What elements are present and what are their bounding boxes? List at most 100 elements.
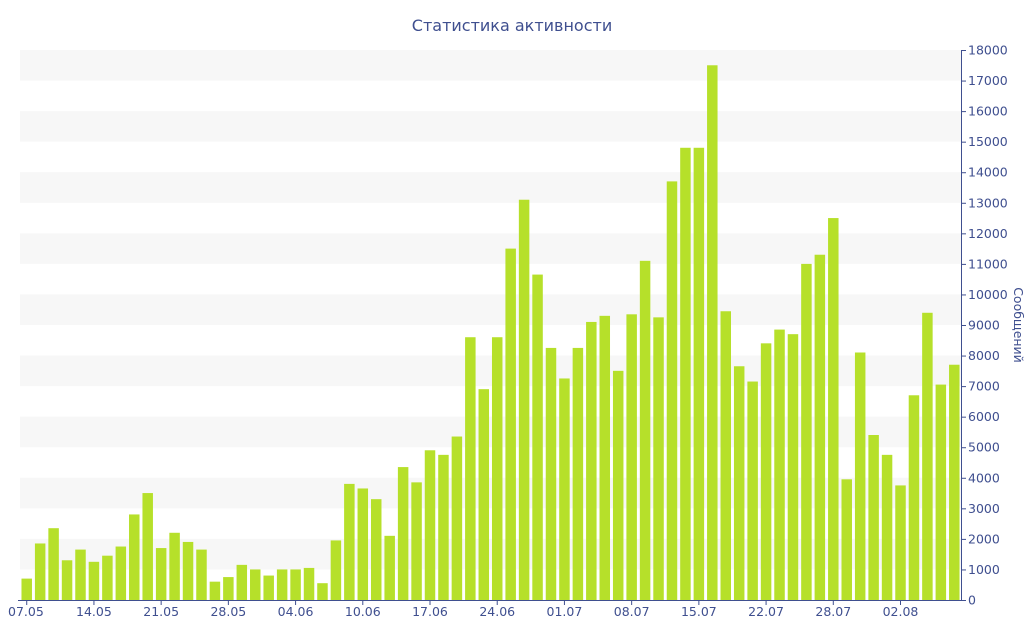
x-tick-label: 07.05	[8, 604, 44, 619]
bar	[922, 312, 933, 600]
bar	[317, 583, 328, 600]
bar	[935, 384, 947, 600]
y-tick-label: 1000	[968, 562, 1000, 577]
bar	[196, 549, 207, 600]
bar	[854, 352, 866, 600]
bar	[599, 315, 611, 600]
y-tick-label: 2000	[968, 531, 1000, 546]
bar	[787, 334, 799, 600]
x-tick-label: 10.06	[345, 604, 381, 619]
x-tick-label: 21.05	[143, 604, 179, 619]
y-tick-label: 10000	[968, 287, 1008, 302]
bar	[559, 378, 570, 600]
bar	[949, 364, 960, 600]
bar	[250, 569, 261, 600]
bar	[478, 389, 490, 600]
bar	[881, 454, 893, 600]
y-tick-label: 9000	[968, 318, 1000, 333]
x-tick-label: 14.05	[76, 604, 112, 619]
bar	[451, 436, 463, 600]
bars-layer	[21, 65, 960, 601]
bar	[34, 543, 46, 600]
y-tick-label: 13000	[968, 195, 1008, 210]
bar	[276, 569, 288, 600]
x-tick-label: 04.06	[278, 604, 314, 619]
y-tick-label: 14000	[968, 165, 1008, 180]
bar	[129, 514, 140, 600]
y-tick-label: 15000	[968, 134, 1008, 149]
bar	[21, 578, 32, 600]
y-tick-label: 0	[968, 593, 976, 608]
bar	[290, 569, 301, 600]
bar	[169, 532, 180, 600]
bar	[424, 450, 436, 600]
bar	[182, 541, 194, 600]
y-tick-label: 18000	[968, 43, 1008, 58]
bar	[357, 488, 369, 600]
bar	[330, 540, 342, 600]
bar	[639, 260, 651, 600]
y-tick-label: 5000	[968, 440, 1000, 455]
bar	[115, 546, 127, 600]
bar	[733, 366, 745, 600]
grid-band	[20, 50, 961, 81]
y-tick-label: 12000	[968, 226, 1008, 241]
y-tick-label: 11000	[968, 256, 1008, 271]
bar	[505, 248, 516, 601]
bar	[438, 454, 449, 600]
bar	[626, 314, 637, 600]
x-tick-label: 24.06	[479, 604, 515, 619]
bar	[75, 549, 86, 600]
bar	[384, 535, 395, 600]
bar	[707, 65, 718, 600]
x-tick-label: 22.07	[748, 604, 784, 619]
bar	[48, 528, 59, 600]
bar	[491, 337, 503, 600]
bar	[397, 467, 409, 600]
y-tick-label: 8000	[968, 348, 1000, 363]
bar	[411, 482, 422, 600]
bar	[223, 577, 234, 600]
bar	[653, 317, 664, 600]
bar	[801, 263, 812, 600]
axes-layer: 0 1000 2000 3000 4000 5000 6000 7000 8000 9000 100…	[8, 43, 1008, 620]
y-tick-label: 3000	[968, 501, 1000, 516]
bar	[814, 254, 826, 600]
x-tick-label: 08.07	[614, 604, 650, 619]
bar	[868, 435, 879, 600]
bar	[142, 493, 153, 600]
bar	[720, 311, 731, 600]
x-tick-label: 01.07	[547, 604, 583, 619]
bar	[155, 548, 167, 600]
grid-band	[20, 111, 961, 142]
bar	[545, 347, 557, 600]
bar	[572, 347, 584, 600]
grid-band	[20, 233, 961, 264]
x-tick-label: 15.07	[681, 604, 717, 619]
bar	[895, 485, 906, 600]
grid-band	[20, 172, 961, 203]
bar	[828, 218, 839, 600]
bar	[680, 147, 691, 600]
bar	[586, 321, 597, 600]
bar	[532, 274, 543, 600]
bar	[303, 567, 315, 600]
bar	[209, 581, 221, 600]
bar	[88, 561, 100, 600]
bar	[61, 560, 73, 600]
y-tick-label: 17000	[968, 73, 1008, 88]
bar	[102, 555, 113, 600]
x-tick-label: 02.08	[883, 604, 919, 619]
bar	[236, 564, 248, 600]
bar	[908, 395, 920, 600]
bar	[263, 575, 274, 600]
bar	[666, 181, 678, 600]
bar	[612, 370, 624, 600]
bar	[693, 147, 705, 600]
bar	[370, 499, 382, 600]
y-tick-label: 7000	[968, 379, 1000, 394]
bar	[760, 343, 772, 600]
y-axis-label: Сообщений	[1011, 287, 1024, 363]
y-tick-label: 6000	[968, 409, 1000, 424]
